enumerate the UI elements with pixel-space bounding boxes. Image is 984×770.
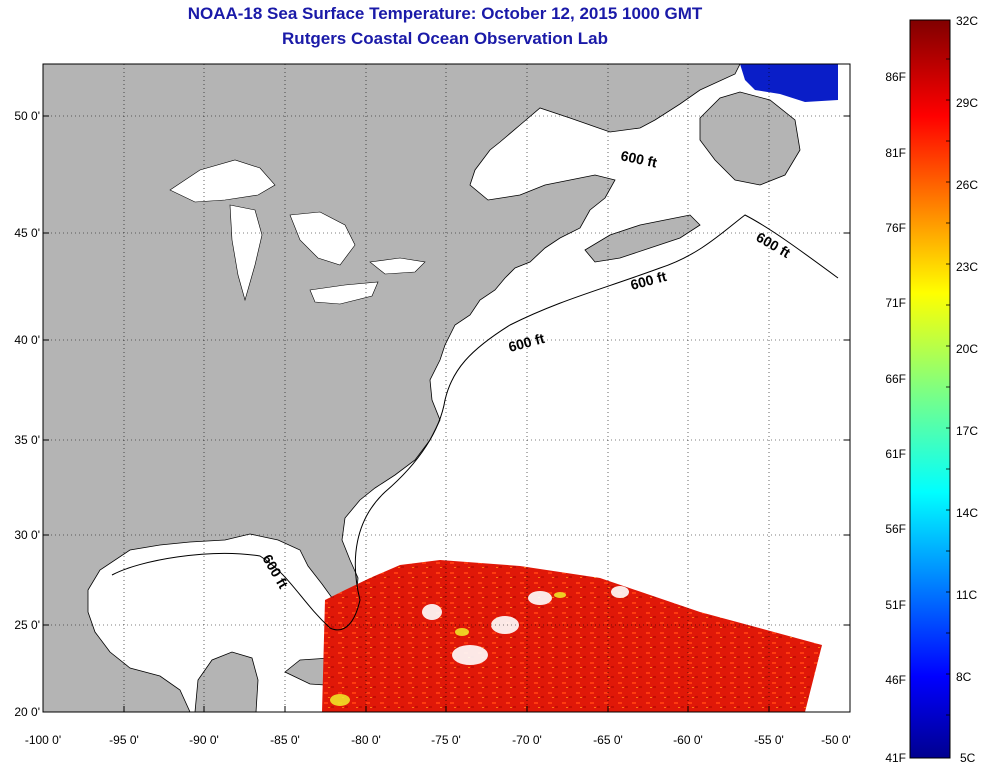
- colorbar-f-label: 71F: [885, 296, 906, 310]
- lat-tick-label: 45 0': [14, 226, 40, 240]
- colorbar-c-label: 29C: [956, 96, 978, 110]
- grid-lines: [43, 64, 850, 712]
- lon-tick-label: -60 0': [673, 733, 703, 747]
- colorbar-ticks: [946, 58, 950, 716]
- colorbar-f-label: 46F: [885, 673, 906, 687]
- colorbar-f-label: 81F: [885, 146, 906, 160]
- colorbar: [909, 19, 951, 759]
- lat-tick-label: 35 0': [14, 433, 40, 447]
- lon-tick-label: -70 0': [512, 733, 542, 747]
- colorbar-c-label: 8C: [956, 670, 972, 684]
- lon-tick-label: -75 0': [431, 733, 461, 747]
- colorbar-f-label: 76F: [885, 221, 906, 235]
- lon-tick-label: -55 0': [754, 733, 784, 747]
- lon-tick-label: -95 0': [109, 733, 139, 747]
- sst-cold-patch: [740, 64, 838, 102]
- map-title: NOAA-18 Sea Surface Temperature: October…: [187, 4, 703, 23]
- lakes: [169, 159, 426, 305]
- colorbar-c-label: 11C: [956, 588, 977, 602]
- colorbar-c-label: 14C: [956, 506, 978, 520]
- colorbar-f-label: 41F: [885, 751, 906, 765]
- colorbar-c-label: 26C: [956, 178, 978, 192]
- sst-data-swath: [322, 560, 822, 712]
- colorbar-f-label: 66F: [885, 372, 906, 386]
- colorbar-celsius-labels: 32C 29C 26C 23C 20C 17C 14C 11C 8C 5C: [956, 14, 978, 765]
- colorbar-f-label: 86F: [885, 70, 906, 84]
- depth-contour-600ft: [111, 214, 839, 631]
- lon-tick-label: -65 0': [593, 733, 623, 747]
- lon-tick-label: -85 0': [270, 733, 300, 747]
- lat-tick-label: 20 0': [14, 705, 40, 719]
- colorbar-c-label: 20C: [956, 342, 978, 356]
- colorbar-f-label: 56F: [885, 522, 906, 536]
- lon-tick-label: -100 0': [25, 733, 61, 747]
- colorbar-c-label: 17C: [956, 424, 978, 438]
- colorbar-f-label: 51F: [885, 598, 906, 612]
- contour-label-1: 600 ft: [619, 147, 658, 170]
- colorbar-c-label: 23C: [956, 260, 978, 274]
- lon-tick-label: -80 0': [351, 733, 381, 747]
- lon-tick-label: -90 0': [189, 733, 219, 747]
- colorbar-c-label: 32C: [956, 14, 978, 28]
- lat-labels: 20 0' 25 0' 30 0' 35 0' 40 0' 45 0' 50 0…: [14, 109, 40, 719]
- lon-tick-label: -50 0': [821, 733, 851, 747]
- lon-labels: -100 0' -95 0' -90 0' -85 0' -80 0' -75 …: [25, 733, 851, 747]
- lat-tick-label: 25 0': [14, 618, 40, 632]
- lat-tick-label: 50 0': [14, 109, 40, 123]
- colorbar-f-label: 61F: [885, 447, 906, 461]
- lat-tick-label: 40 0': [14, 333, 40, 347]
- map-subtitle: Rutgers Coastal Ocean Observation Lab: [282, 29, 608, 48]
- colorbar-fahrenheit-labels: 86F 81F 76F 71F 66F 61F 56F 51F 46F 41F: [885, 70, 906, 765]
- lat-tick-label: 30 0': [14, 528, 40, 542]
- colorbar-c-label: 5C: [960, 751, 976, 765]
- tick-marks: [42, 115, 851, 713]
